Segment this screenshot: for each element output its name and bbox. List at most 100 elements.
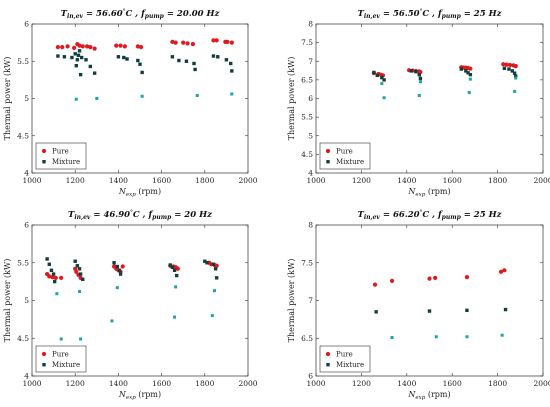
pure-point <box>53 275 58 280</box>
mixture-point <box>78 272 83 276</box>
mixture-point-light <box>468 77 472 81</box>
mixture-point <box>73 259 77 263</box>
mixture-point-light <box>230 92 234 96</box>
mixture-point <box>466 71 470 75</box>
legend-pure-label: Pure <box>52 148 69 156</box>
mixture-point <box>414 69 418 74</box>
mixture-point <box>224 58 229 62</box>
title-t-value: = 56.50 <box>380 9 420 19</box>
y-tick-label: 7.5 <box>301 38 313 47</box>
y-axis-label: Thermal power (kW) <box>287 57 296 141</box>
x-label-unit: (rpm) <box>136 390 161 399</box>
mixture-point-light <box>418 80 422 84</box>
pure-point <box>170 39 175 44</box>
mixture-point <box>382 78 386 82</box>
mixture-point <box>468 72 473 77</box>
legend-mixture-label: Mixture <box>52 361 80 369</box>
x-label-sub: exp <box>126 192 136 198</box>
legend-pure-label: Pure <box>336 148 353 156</box>
mixture-point <box>184 59 189 63</box>
mixture-point <box>380 75 384 80</box>
mixture-point <box>78 72 83 77</box>
mixture-point-light <box>513 89 517 93</box>
pure-point <box>72 45 77 50</box>
mixture-point-light <box>115 286 119 290</box>
legend-mixture-label: Mixture <box>336 361 364 369</box>
x-axis-label: Nexp (rpm) <box>118 187 161 198</box>
mixture-point-light <box>514 76 518 80</box>
legend-mixture-marker <box>326 363 330 367</box>
pure-point <box>181 40 186 45</box>
mixture-point <box>170 55 175 59</box>
pure-point <box>214 38 219 43</box>
mixture-point <box>427 309 432 313</box>
mixture-point <box>205 261 209 265</box>
mixture-point-light <box>174 285 178 289</box>
y-tick-label: 6.5 <box>301 75 313 84</box>
title-t-value: = 66.20 <box>380 210 420 220</box>
x-tick-label: 1200 <box>66 176 85 185</box>
title-unit: C , <box>422 9 438 19</box>
chart-panel-1: 1000 1200 1400 1600 1800 2000 4 4.5 5 5.5 6 Tin,ev … <box>3 9 258 198</box>
mixture-point <box>409 69 414 73</box>
y-tick-label: 6 <box>308 372 313 381</box>
x-label-n: N <box>118 390 127 399</box>
mixture-point <box>372 70 376 75</box>
mixture-point <box>459 67 463 71</box>
mixture-point-light <box>465 335 469 339</box>
y-tick-label: 5 <box>24 94 29 103</box>
title-f-sub: pump <box>145 13 165 20</box>
legend-pure-marker <box>325 351 331 357</box>
mixture-point <box>75 58 80 62</box>
title-t: T <box>68 210 75 220</box>
mixture-point <box>510 69 515 73</box>
mixture-point-light <box>78 289 82 293</box>
x-tick-label: 1800 <box>488 379 507 388</box>
mixture-point-light <box>195 94 199 98</box>
x-tick-label: 1800 <box>488 176 507 185</box>
y-tick-label: 4.5 <box>17 131 29 140</box>
title-degree: ° <box>123 9 126 15</box>
y-tick-label: 8 <box>308 20 313 29</box>
mixture-point <box>193 67 197 72</box>
mixture-point <box>79 55 84 60</box>
pure-point <box>389 278 395 283</box>
y-tick-label: 5.5 <box>17 57 29 66</box>
title-t-value: = 46.90 <box>90 210 130 220</box>
x-tick-label: 1600 <box>152 176 171 185</box>
x-tick-label: 1400 <box>109 176 128 185</box>
y-tick-label: 6 <box>308 94 313 103</box>
x-label-sub: exp <box>415 192 425 198</box>
x-tick-label: 1800 <box>195 379 214 388</box>
title-degree: ° <box>130 210 133 216</box>
legend-pure-marker <box>325 148 331 154</box>
title-degree: ° <box>420 210 423 216</box>
pure-point <box>501 62 506 67</box>
y-tick-label: 4 <box>24 372 29 381</box>
mixture-point <box>211 262 216 266</box>
pure-point <box>507 62 513 68</box>
x-label-n: N <box>407 390 416 399</box>
mixture-point-light <box>390 335 394 339</box>
mixture-point <box>122 55 126 60</box>
mixture-point <box>62 55 67 59</box>
pure-point <box>80 44 85 49</box>
x-tick-label: 1400 <box>109 379 128 388</box>
mixture-point <box>172 268 177 272</box>
mixture-point <box>51 272 56 276</box>
x-tick-label: 1200 <box>352 379 371 388</box>
mixture-point-light <box>74 97 78 101</box>
x-tick-label: 1000 <box>22 176 41 185</box>
mixture-point <box>88 64 93 69</box>
pure-point <box>468 66 473 71</box>
title-t-sub: in,ev <box>74 214 91 221</box>
pure-point <box>120 264 125 269</box>
pure-point <box>427 276 432 281</box>
x-axis-label: Nexp (rpm) <box>407 390 450 401</box>
mixture-point <box>465 308 469 313</box>
chart-title: Tin,ev = 56.50°C , fpump = 25 Hz <box>358 9 502 20</box>
mixture-point-light <box>467 91 471 95</box>
legend-pure-marker <box>41 148 47 154</box>
x-label-sub: exp <box>415 395 425 401</box>
title-unit: C , <box>422 210 438 220</box>
